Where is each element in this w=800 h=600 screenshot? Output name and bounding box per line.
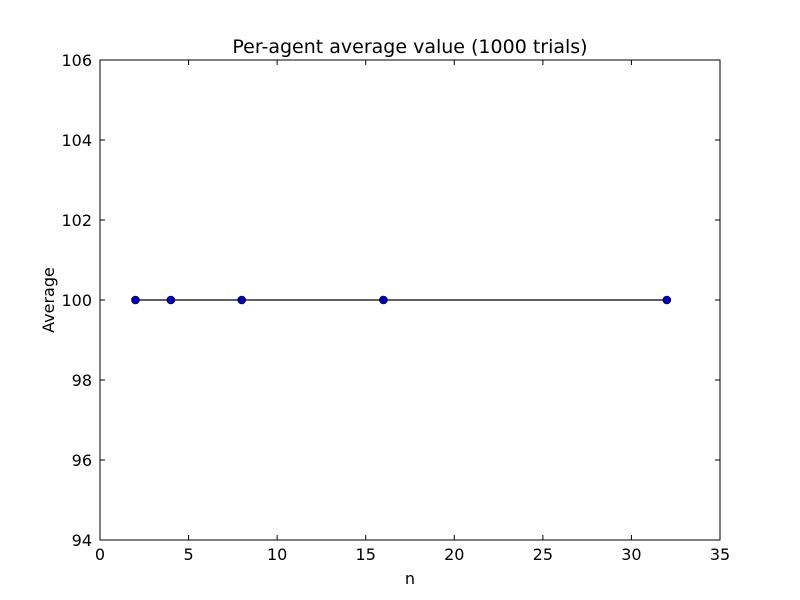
- y-axis-label: Average: [39, 267, 58, 333]
- x-axis-label: n: [405, 569, 415, 588]
- x-tick-label: 20: [444, 545, 464, 564]
- data-point: [379, 295, 388, 305]
- x-tick-label: 25: [533, 545, 553, 564]
- y-tick-label: 94: [72, 531, 92, 550]
- y-tick-label: 98: [72, 371, 92, 390]
- data-point: [131, 295, 140, 305]
- x-tick-label: 10: [267, 545, 287, 564]
- y-axis: 94 96 98 100 102 104 106: [61, 51, 720, 550]
- y-tick-label: 104: [61, 131, 92, 150]
- y-tick-label: 106: [61, 51, 92, 70]
- x-tick-label: 0: [95, 545, 105, 564]
- x-tick-label: 15: [356, 545, 376, 564]
- x-tick-label: 30: [621, 545, 641, 564]
- series-layer: [131, 295, 672, 305]
- x-tick-label: 35: [710, 545, 730, 564]
- y-tick-label: 102: [61, 211, 92, 230]
- data-point: [166, 295, 176, 305]
- x-axis: 0 5 10 15 20 25 30 35: [95, 60, 730, 564]
- chart-title: Per-agent average value (1000 trials): [232, 36, 587, 58]
- data-point: [237, 295, 247, 305]
- y-tick-label: 100: [61, 291, 92, 310]
- y-tick-label: 96: [72, 451, 92, 470]
- x-tick-label: 5: [183, 545, 193, 564]
- data-point: [662, 295, 672, 305]
